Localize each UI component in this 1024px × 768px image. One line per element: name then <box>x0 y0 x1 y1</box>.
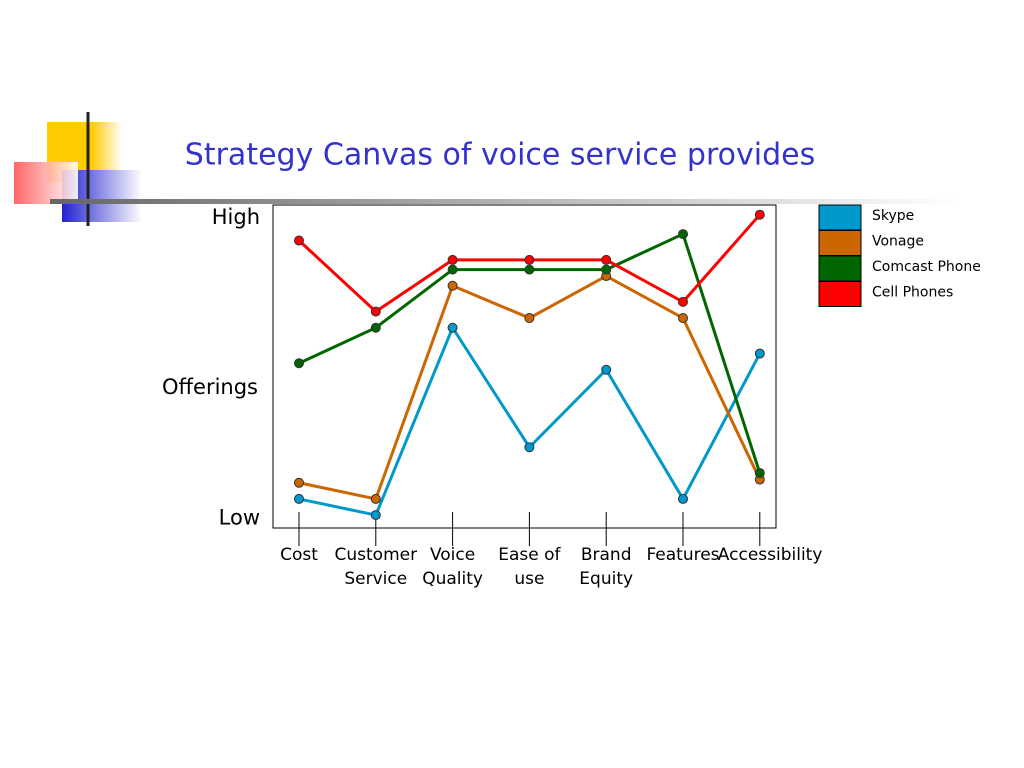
data-point <box>601 364 612 375</box>
legend-swatch <box>818 281 862 307</box>
data-point <box>524 254 535 265</box>
x-tick-label: Ease of use <box>498 545 561 589</box>
series-line <box>298 274 762 501</box>
x-tick-label: Voice Quality <box>422 545 483 589</box>
data-point <box>294 477 304 488</box>
data-point <box>447 254 458 265</box>
data-point <box>678 313 688 324</box>
data-point <box>294 358 304 369</box>
x-tick-label: Cost <box>280 545 318 565</box>
data-point <box>601 254 612 265</box>
legend-swatch <box>818 255 862 282</box>
x-tick-label: Customer Service <box>334 545 418 589</box>
data-point <box>678 296 688 307</box>
data-point <box>447 322 458 333</box>
data-point <box>754 209 765 220</box>
data-point <box>294 493 304 504</box>
legend-label: Skype <box>872 208 914 224</box>
data-point <box>370 510 381 521</box>
data-point <box>678 229 688 240</box>
y-axis-label: Offerings <box>162 375 258 399</box>
legend-label: Cell Phones <box>872 285 953 301</box>
data-point <box>601 264 612 275</box>
legend-swatch <box>818 204 862 231</box>
data-point <box>370 493 381 504</box>
x-tick-label: Accessibility <box>717 545 823 565</box>
decoration <box>14 112 960 226</box>
series-line <box>298 324 762 517</box>
chart-title: Strategy Canvas of voice service provide… <box>185 138 815 173</box>
legend-label: Vonage <box>872 234 924 250</box>
plot-frame <box>272 204 777 529</box>
data-point <box>754 468 765 479</box>
data-point <box>678 493 688 504</box>
y-tick-label: Low <box>219 505 260 529</box>
data-point <box>447 280 458 291</box>
data-point <box>524 442 535 453</box>
data-point <box>447 264 458 275</box>
data-point <box>294 235 304 246</box>
legend-swatch <box>818 230 862 256</box>
y-tick-label: High <box>212 205 260 229</box>
x-tick-label: Brand Equity <box>579 545 634 589</box>
data-point <box>370 322 381 333</box>
data-point <box>524 313 535 324</box>
x-tick-label: Features <box>646 545 720 565</box>
legend-label: Comcast Phone <box>872 259 981 275</box>
data-point <box>754 348 765 359</box>
data-point <box>524 264 535 275</box>
data-point <box>370 306 381 317</box>
